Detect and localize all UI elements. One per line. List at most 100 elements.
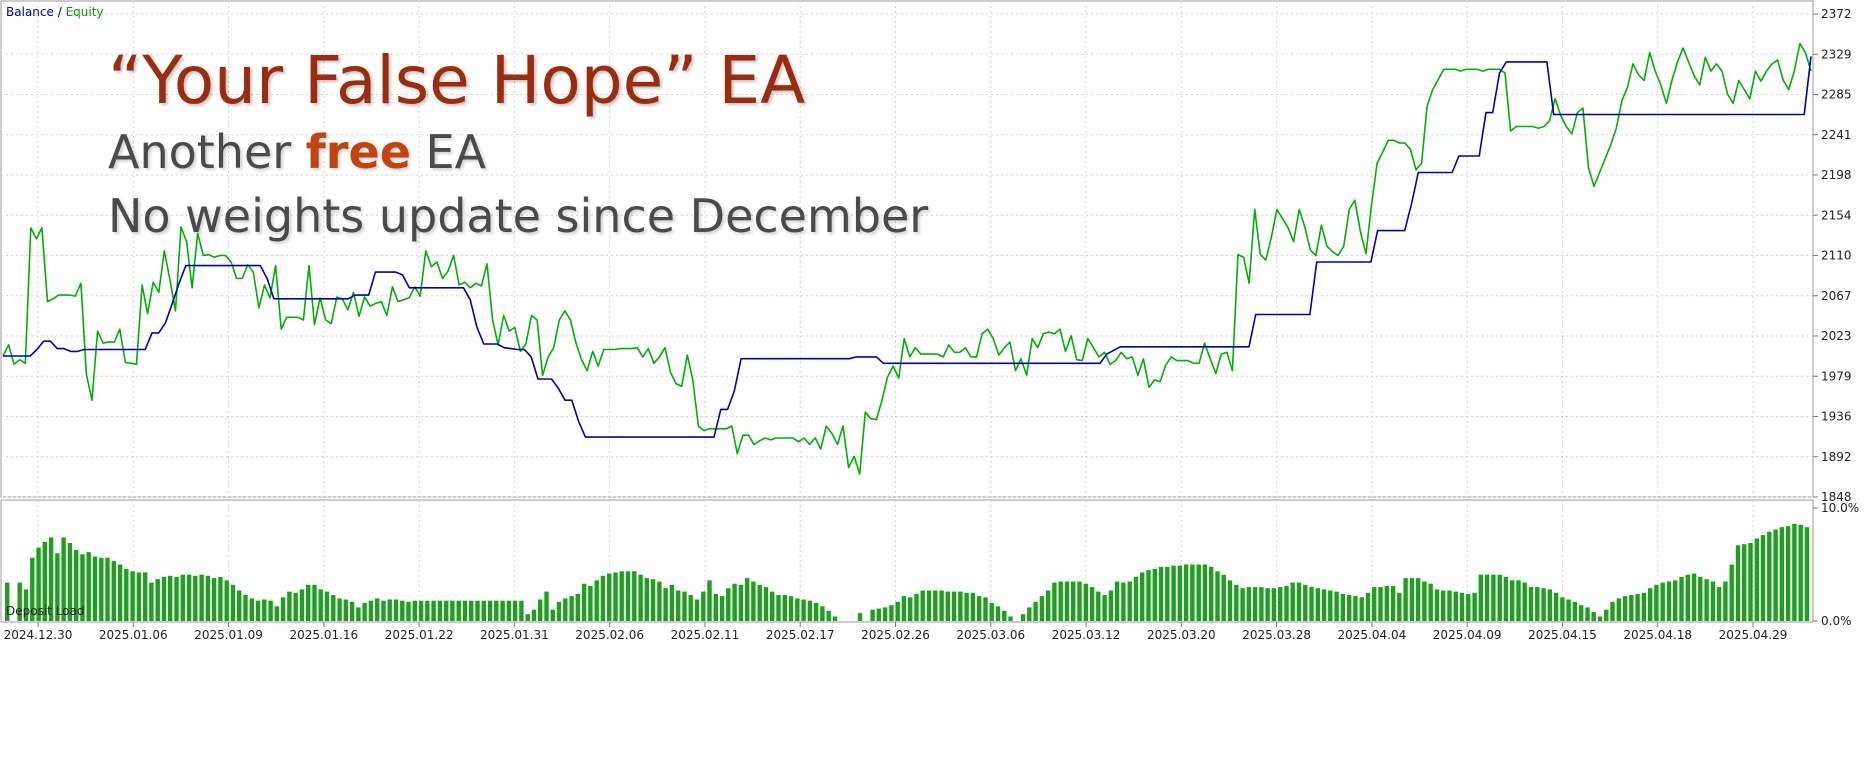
x-tick-label: 2025.04.09 bbox=[1433, 628, 1502, 642]
deposit-load-bar bbox=[1384, 586, 1389, 621]
deposit-load-bar bbox=[594, 580, 599, 621]
deposit-load-bar bbox=[826, 610, 831, 621]
deposit-load-bar bbox=[1660, 582, 1665, 621]
deposit-load-bar bbox=[1202, 564, 1208, 621]
deposit-load-bar bbox=[1478, 574, 1483, 621]
y-tick-label: 2198 bbox=[1821, 168, 1852, 182]
y-tick-label: 2372 bbox=[1821, 7, 1852, 21]
deposit-load-bar bbox=[1397, 592, 1402, 622]
deposit-load-bar bbox=[130, 571, 135, 621]
deposit-load-bar bbox=[807, 600, 813, 621]
deposit-load-bar bbox=[1522, 582, 1527, 621]
deposit-load-bar bbox=[180, 574, 185, 621]
deposit-load-bar bbox=[939, 590, 944, 621]
deposit-load-bar bbox=[506, 600, 512, 621]
deposit-load-bar bbox=[1742, 544, 1747, 621]
deposit-load-bar bbox=[556, 601, 562, 621]
deposit-load-bar bbox=[1108, 590, 1114, 621]
deposit-load-bar bbox=[1296, 582, 1302, 621]
deposit-load-bar bbox=[613, 572, 618, 621]
deposit-load-bar bbox=[500, 600, 505, 621]
deposit-load-bar bbox=[42, 541, 47, 621]
deposit-load-bar bbox=[1102, 595, 1107, 621]
deposit-load-bar bbox=[337, 598, 342, 621]
deposit-load-bar bbox=[1729, 564, 1734, 621]
deposit-load-bar bbox=[1409, 578, 1415, 621]
deposit-load-bar bbox=[1158, 566, 1164, 621]
deposit-load-bar bbox=[1497, 574, 1502, 621]
deposit-load-bar bbox=[732, 583, 737, 621]
deposit-load-bar bbox=[23, 589, 29, 621]
deposit-load-bar bbox=[738, 584, 744, 621]
deposit-load-bar bbox=[707, 580, 712, 621]
deposit-load-bar bbox=[889, 605, 894, 621]
deposit-load-bar bbox=[431, 600, 436, 621]
deposit-load-bar bbox=[381, 600, 386, 621]
deposit-load-bar bbox=[1171, 565, 1176, 621]
x-tick-label: 2025.02.17 bbox=[766, 628, 835, 642]
deposit-load-bar bbox=[237, 590, 242, 621]
deposit-load-bar bbox=[914, 593, 919, 621]
deposit-load-bar bbox=[1165, 566, 1170, 621]
deposit-load-bar bbox=[977, 596, 982, 621]
deposit-load-bar bbox=[343, 599, 348, 621]
deposit-load-bar bbox=[30, 557, 35, 621]
deposit-load-bar bbox=[36, 547, 41, 621]
deposit-load-bar bbox=[1008, 616, 1013, 621]
deposit-load-bar bbox=[669, 584, 675, 621]
dl-y-tick-label: 10.0% bbox=[1821, 501, 1859, 515]
deposit-load-bar bbox=[1641, 592, 1647, 622]
deposit-load-bar bbox=[657, 581, 662, 621]
deposit-load-bar bbox=[186, 574, 192, 621]
deposit-load-bar bbox=[964, 592, 969, 622]
x-tick-label: 2025.01.31 bbox=[480, 628, 549, 642]
deposit-load-bar bbox=[1303, 584, 1308, 621]
deposit-load-bar bbox=[1735, 545, 1741, 621]
deposit-load-bar bbox=[1133, 576, 1139, 621]
deposit-load-bar bbox=[1372, 587, 1377, 621]
deposit-load-bar bbox=[1723, 581, 1728, 621]
deposit-load-bar bbox=[1710, 581, 1716, 621]
deposit-load-bar bbox=[525, 614, 530, 621]
deposit-load-bar bbox=[751, 581, 756, 621]
deposit-load-bar bbox=[168, 575, 173, 621]
deposit-load-bar bbox=[193, 575, 198, 621]
deposit-load-bar bbox=[1390, 586, 1396, 621]
x-tick-label: 2025.04.18 bbox=[1623, 628, 1692, 642]
deposit-load-bar bbox=[638, 574, 643, 621]
x-tick-label: 2025.03.28 bbox=[1242, 628, 1311, 642]
deposit-load-bar bbox=[1246, 587, 1251, 621]
deposit-load-bar bbox=[1616, 598, 1621, 621]
deposit-load-bar bbox=[1804, 527, 1810, 621]
deposit-load-bar bbox=[105, 557, 110, 621]
deposit-load-bar bbox=[475, 600, 480, 621]
deposit-load-bar bbox=[1196, 564, 1201, 621]
deposit-load-bar bbox=[111, 561, 116, 621]
deposit-load-bar bbox=[1340, 593, 1346, 621]
deposit-load-bar bbox=[55, 553, 60, 621]
deposit-load-bar bbox=[1704, 579, 1709, 621]
x-tick-label: 2025.02.26 bbox=[861, 628, 930, 642]
deposit-load-bar bbox=[1773, 529, 1778, 621]
deposit-load-bar bbox=[299, 589, 305, 621]
deposit-load-bar bbox=[1698, 576, 1703, 621]
deposit-load-bar bbox=[293, 592, 298, 622]
deposit-load-bar bbox=[1516, 580, 1521, 621]
deposit-load-bar bbox=[368, 600, 374, 621]
deposit-load-bar bbox=[1284, 586, 1289, 621]
deposit-load-bar bbox=[1654, 584, 1659, 621]
deposit-load-bar bbox=[745, 578, 750, 621]
deposit-load-bar bbox=[74, 549, 79, 621]
deposit-load-bar bbox=[1566, 599, 1571, 621]
deposit-load-bar bbox=[876, 608, 881, 621]
deposit-load-bar bbox=[619, 571, 624, 621]
deposit-load-bar bbox=[600, 575, 606, 621]
deposit-load-bar bbox=[462, 600, 468, 621]
deposit-load-bar bbox=[400, 600, 405, 621]
deposit-load-bar bbox=[1541, 588, 1546, 621]
x-tick-label: 2025.04.04 bbox=[1338, 628, 1407, 642]
deposit-load-bar bbox=[1359, 597, 1364, 621]
deposit-load-bar bbox=[224, 580, 229, 621]
deposit-load-bar bbox=[920, 590, 925, 621]
deposit-load-bar bbox=[1290, 582, 1295, 621]
